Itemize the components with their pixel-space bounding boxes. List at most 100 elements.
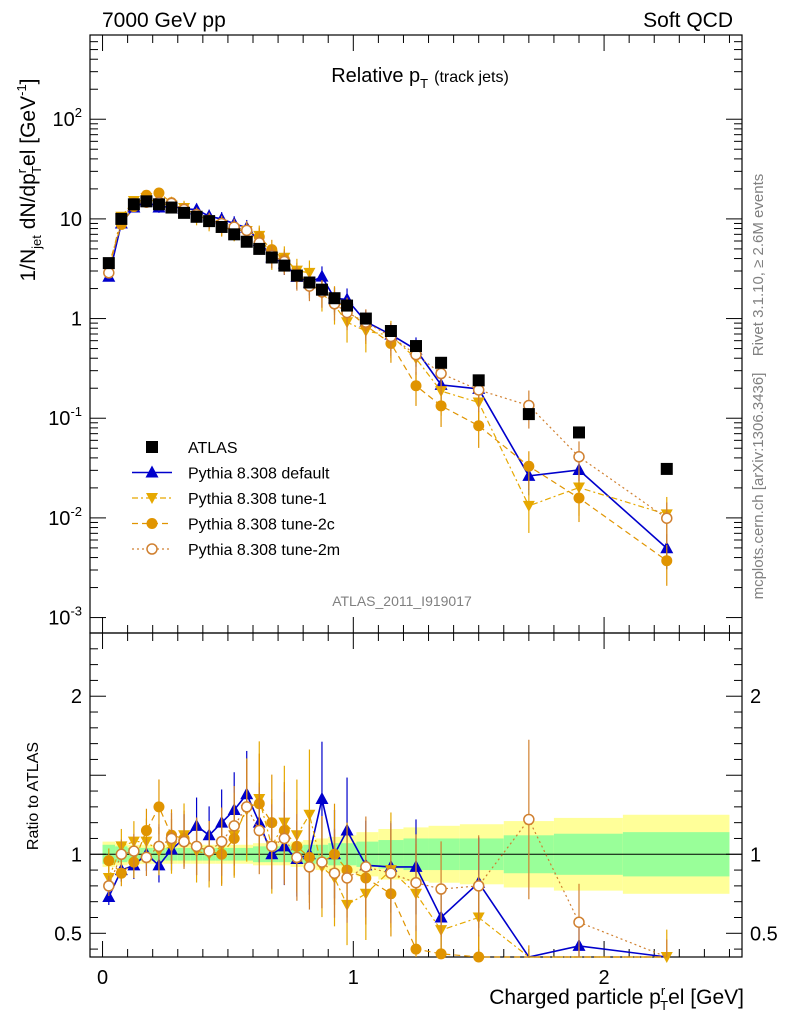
- tune2c-ratio-point: [103, 855, 115, 867]
- tune2m-ratio-point: [410, 876, 422, 889]
- atlas-data-point: [359, 312, 372, 325]
- tune2m-ratio-point: [435, 883, 447, 895]
- tune2m-ratio-point: [328, 867, 341, 879]
- tune2m-ratio-point: [165, 832, 178, 845]
- series-atlas-main: [102, 195, 673, 475]
- tune2c-ratio-line: [108, 803, 667, 958]
- tune1-ratio-line: [108, 797, 667, 958]
- atlas-data-point: [102, 257, 115, 270]
- tune2m-ratio-point: [303, 861, 316, 873]
- tune2c-main-point: [410, 380, 422, 392]
- tune2m-main-point: [435, 367, 447, 380]
- tune2m-ratio-point: [472, 880, 485, 892]
- tune2c-main-point: [153, 187, 165, 199]
- analysis-id: ATLAS_2011_I919017: [332, 593, 472, 609]
- y-tick-base: 10: [48, 508, 70, 530]
- y-tick-exp: -2: [70, 504, 82, 519]
- tune2c-main-point: [473, 420, 485, 432]
- tune2c-ratio-point: [140, 825, 152, 837]
- ratio-y-tick-label: 2: [71, 686, 82, 708]
- ratio-y-tick-label-right: 0.5: [750, 923, 778, 945]
- y-label-part-3: el [GeV: [17, 96, 40, 166]
- atlas-data-point: [265, 251, 278, 264]
- atlas-data-point: [315, 283, 328, 296]
- y-label-sup: r: [14, 168, 29, 173]
- ratio-y-label: Ratio to ATLAS: [25, 742, 42, 850]
- tune2m-ratio-point: [341, 872, 353, 884]
- tune2m-ratio-point: [103, 880, 115, 892]
- title-main: Relative p: [331, 65, 420, 87]
- legend-marker-tune1: [146, 493, 158, 504]
- tune2m-main-point: [573, 451, 585, 463]
- atlas-data-point: [303, 276, 316, 289]
- default-ratio-line: [108, 792, 667, 958]
- y-label-part-2: dN/dp: [17, 173, 40, 235]
- legend-label-atlas: ATLAS: [188, 440, 238, 457]
- tune2m-main-point: [472, 384, 485, 396]
- tune2m-ratio-point: [291, 851, 303, 864]
- tune2m-ratio-point: [253, 824, 266, 837]
- y-label-part-1: 1/N: [17, 249, 40, 282]
- atlas-data-point: [152, 198, 165, 211]
- atlas-data-point: [522, 408, 535, 421]
- tune2m-ratio-point: [190, 840, 203, 853]
- x-label-main: Charged particle p: [489, 986, 661, 1009]
- atlas-data-point: [228, 228, 241, 241]
- atlas-data-point: [190, 210, 203, 223]
- atlas-data-point: [215, 220, 228, 233]
- x-tick-label: 0: [97, 967, 108, 989]
- tune2m-ratio-point: [240, 801, 253, 813]
- header-right: Soft QCD: [643, 9, 733, 32]
- y-label-part-4: ]: [17, 78, 40, 84]
- tune2m-ratio-point: [153, 840, 165, 853]
- y-tick-exp: -3: [70, 604, 82, 619]
- atlas-data-point: [573, 426, 585, 439]
- tune2m-ratio-point: [178, 835, 190, 848]
- atlas-data-point: [165, 201, 178, 214]
- tune2c-main-line: [108, 192, 668, 562]
- tune2c-main-point: [435, 400, 447, 412]
- y-tick-base: 10: [60, 209, 82, 231]
- y-tick-label: 1: [71, 309, 82, 331]
- tune2m-ratio-point: [128, 845, 140, 857]
- tune2m-ratio-point: [385, 867, 397, 879]
- tune2c-main-point: [523, 460, 535, 472]
- legend-marker-tune2c: [146, 518, 158, 529]
- ratio-y-tick-label: 0.5: [54, 923, 82, 945]
- atlas-data-point: [290, 269, 303, 282]
- title-suffix: (track jets): [434, 69, 509, 86]
- y-label-sub-2: T: [29, 166, 44, 174]
- legend-marker-tune2m: [146, 543, 158, 555]
- y-tick-base: 10: [48, 408, 70, 430]
- legend-entry-atlas: ATLAS: [146, 440, 238, 457]
- atlas-data-point: [328, 292, 341, 305]
- atlas-data-point: [660, 462, 673, 475]
- x-label-sub: T: [660, 998, 668, 1013]
- tune2m-ratio-point: [215, 835, 228, 848]
- tune2m-ratio-point: [228, 820, 240, 832]
- tune2c-ratio-point: [115, 867, 127, 879]
- atlas-data-point: [240, 235, 253, 248]
- legend-entry-default: Pythia 8.308 default: [132, 465, 330, 483]
- y-tick-label: 10-1: [48, 404, 82, 430]
- tune2m-ratio-point: [360, 861, 372, 873]
- atlas-data-point: [278, 259, 291, 272]
- legend-label-tune1: Pythia 8.308 tune-1: [188, 491, 327, 508]
- tune2m-ratio-point: [523, 813, 535, 826]
- y-label-sup-2: -1: [14, 84, 29, 96]
- legend-label-tune2m: Pythia 8.308 tune-2m: [188, 542, 340, 559]
- tune2m-ratio-line: [108, 805, 667, 958]
- tune2c-main-point: [661, 555, 673, 567]
- tune1-main-line: [108, 197, 667, 515]
- atlas-data-point: [253, 242, 266, 255]
- tune2m-ratio-point: [573, 916, 585, 928]
- y-tick-exp: 2: [75, 105, 82, 120]
- atlas-data-point: [341, 299, 354, 312]
- atlas-data-point: [410, 340, 422, 353]
- tune2c-ratio-point: [435, 948, 447, 960]
- atlas-data-point: [140, 195, 153, 208]
- title-sub: T: [420, 76, 428, 91]
- series-default-main: [102, 194, 674, 570]
